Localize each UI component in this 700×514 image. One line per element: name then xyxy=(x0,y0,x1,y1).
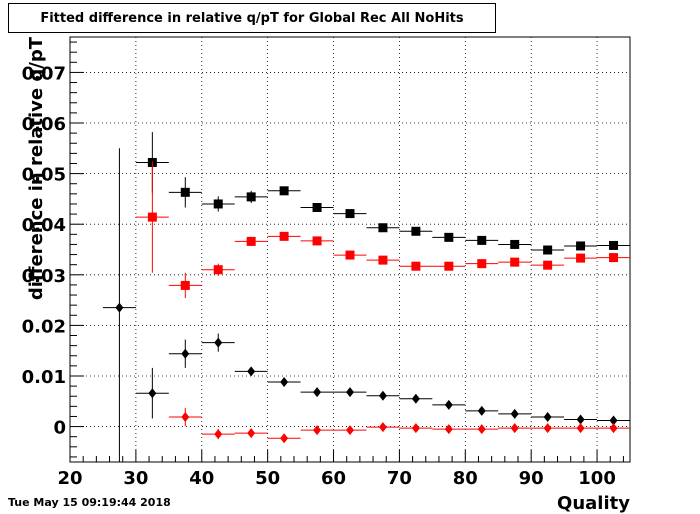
axis-ticks: 20 30 40 50 60 70 80 90 100 0 0.01 0.02 0.03 0.04 0.05… xyxy=(22,41,624,489)
square-marker xyxy=(609,240,619,250)
timestamp: Tue May 15 09:19:44 2018 xyxy=(8,496,171,509)
diamond-marker xyxy=(346,425,354,436)
square-marker xyxy=(345,209,355,219)
diamond-marker xyxy=(346,387,354,398)
square-marker xyxy=(279,186,289,196)
diamond-marker xyxy=(115,302,124,313)
series-1 xyxy=(135,161,630,299)
grid-lines xyxy=(70,37,630,462)
x-tick-label: 50 xyxy=(255,468,280,489)
diamond-marker xyxy=(247,366,256,377)
x-axis-title: Quality xyxy=(557,493,630,514)
square-marker xyxy=(378,255,388,265)
square-marker xyxy=(411,226,421,236)
diamond-marker xyxy=(444,424,453,435)
diamond-marker xyxy=(181,348,190,359)
diamond-marker xyxy=(411,393,420,404)
square-marker xyxy=(510,257,520,267)
diamond-marker xyxy=(313,425,322,436)
x-tick-label: 70 xyxy=(387,468,412,489)
chart-title: Fitted difference in relative q/pT for G… xyxy=(8,3,496,33)
diamond-marker xyxy=(280,433,289,444)
square-marker xyxy=(510,239,520,249)
series-3 xyxy=(168,407,630,444)
square-marker xyxy=(246,236,256,246)
diamond-marker xyxy=(609,415,618,426)
y-tick-label: 0.01 xyxy=(22,367,66,388)
x-tick-label: 40 xyxy=(189,468,214,489)
square-marker xyxy=(444,232,454,242)
square-marker xyxy=(609,253,619,263)
square-marker xyxy=(444,261,454,271)
square-marker xyxy=(345,250,355,260)
square-marker xyxy=(279,231,289,241)
square-marker xyxy=(180,280,190,290)
diamond-marker xyxy=(313,387,322,398)
diamond-marker xyxy=(411,423,420,434)
square-marker xyxy=(576,241,586,251)
diamond-marker xyxy=(280,377,289,388)
square-marker xyxy=(378,223,388,233)
diamond-marker xyxy=(477,424,486,435)
square-marker xyxy=(411,261,421,271)
diamond-marker xyxy=(576,414,585,425)
diamond-marker xyxy=(181,411,190,422)
diamond-marker xyxy=(214,337,223,348)
square-marker xyxy=(543,260,553,270)
diamond-marker xyxy=(543,423,552,434)
y-axis-title: difference in relative q/pT xyxy=(26,36,47,300)
x-tick-label: 100 xyxy=(578,468,616,489)
diamond-marker xyxy=(444,399,453,410)
square-marker xyxy=(213,265,223,275)
data-points xyxy=(102,132,630,462)
series-2 xyxy=(102,148,630,462)
y-tick-label: 0.07 xyxy=(22,63,66,84)
square-marker xyxy=(576,253,586,263)
square-marker xyxy=(180,187,190,197)
square-marker xyxy=(213,199,223,209)
square-marker xyxy=(543,245,553,255)
diamond-marker xyxy=(378,390,387,401)
square-marker xyxy=(246,192,256,202)
square-marker xyxy=(312,203,322,213)
x-tick-label: 90 xyxy=(519,468,544,489)
x-tick-label: 30 xyxy=(123,468,148,489)
diamond-marker xyxy=(576,423,585,434)
diamond-marker xyxy=(510,423,519,434)
diamond-marker xyxy=(510,408,519,419)
diamond-marker xyxy=(148,388,157,399)
y-tick-label: 0 xyxy=(53,418,66,439)
diamond-marker xyxy=(543,411,552,422)
square-marker xyxy=(477,235,487,245)
square-marker xyxy=(312,236,322,246)
y-tick-label: 0.02 xyxy=(22,316,66,337)
y-tick-label: 0.04 xyxy=(22,215,66,236)
y-tick-label: 0.03 xyxy=(22,266,66,287)
y-tick-label: 0.05 xyxy=(22,165,66,186)
diamond-marker xyxy=(477,405,486,416)
diamond-marker xyxy=(378,422,387,433)
square-marker xyxy=(147,212,157,222)
diamond-marker xyxy=(609,423,618,434)
x-tick-label: 20 xyxy=(57,468,82,489)
x-tick-label: 60 xyxy=(321,468,346,489)
y-tick-label: 0.06 xyxy=(22,114,66,135)
square-marker xyxy=(477,259,487,269)
diamond-marker xyxy=(247,428,256,439)
x-tick-label: 80 xyxy=(453,468,478,489)
diamond-marker xyxy=(214,429,223,440)
